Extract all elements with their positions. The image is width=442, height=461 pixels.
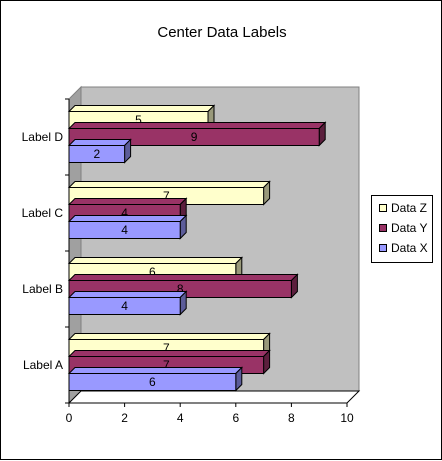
bar-data-x-label-b <box>68 297 181 315</box>
bar-top-data-x-label-b <box>67 291 188 298</box>
data-label-data-x-label-d: 2 <box>93 147 100 161</box>
x-tick-label: 4 <box>177 411 184 425</box>
bar-top-data-x-label-d <box>67 139 132 146</box>
data-label-data-y-label-d: 9 <box>191 130 198 144</box>
data-label-data-y-label-b: 8 <box>177 282 184 296</box>
data-label-data-x-label-c: 4 <box>121 223 128 237</box>
x-tick-label: 0 <box>66 411 73 425</box>
data-label-data-z-label-c: 7 <box>163 189 170 203</box>
bar-data-x-label-a <box>68 373 237 391</box>
bar-top-data-z-label-c <box>67 181 271 188</box>
data-label-data-y-label-a: 7 <box>163 358 170 372</box>
bar-data-x-label-c <box>68 221 181 239</box>
chart-title: Center Data Labels <box>157 24 286 41</box>
legend-swatch-data-y <box>379 224 387 232</box>
y-tick-label-label-d: Label D <box>22 130 64 144</box>
x-tick-label: 10 <box>340 411 354 425</box>
y-tick-label-label-b: Label B <box>22 282 63 296</box>
legend-item-data-y: Data Y <box>377 220 433 236</box>
data-label-data-z-label-d: 5 <box>135 113 142 127</box>
legend-label-data-z: Data Z <box>391 201 428 215</box>
bar-top-data-z-label-a <box>67 333 271 340</box>
data-label-data-z-label-a: 7 <box>163 341 170 355</box>
legend: Data Z Data Y Data X <box>371 195 433 263</box>
bar-data-y-label-d <box>68 128 320 146</box>
bar-top-data-y-label-a <box>67 350 271 357</box>
data-label-data-y-label-c: 4 <box>121 206 128 220</box>
legend-swatch-data-z <box>379 204 387 212</box>
legend-label-data-x: Data X <box>391 241 428 255</box>
bar-top-data-z-label-b <box>67 257 244 264</box>
x-tick-label: 2 <box>121 411 128 425</box>
floor <box>67 390 361 404</box>
bar-data-x-label-d <box>68 145 126 163</box>
data-label-data-x-label-a: 6 <box>149 375 156 389</box>
y-tick-label-label-c: Label C <box>22 206 64 220</box>
data-label-data-x-label-b: 4 <box>121 299 128 313</box>
bar-top-data-x-label-a <box>67 367 244 374</box>
data-label-data-z-label-b: 6 <box>149 265 156 279</box>
bar-top-data-y-label-c <box>67 198 188 205</box>
bar-top-data-z-label-d <box>67 105 216 112</box>
legend-item-data-z: Data Z <box>377 200 433 216</box>
x-tick-label: 6 <box>232 411 239 425</box>
bar-top-data-x-label-c <box>67 215 188 222</box>
bar-top-data-y-label-b <box>67 274 299 281</box>
y-tick-label-label-a: Label A <box>23 358 63 372</box>
x-tick-label: 8 <box>288 411 295 425</box>
legend-item-data-x: Data X <box>377 240 433 256</box>
bar-top-data-y-label-d <box>67 122 327 129</box>
legend-label-data-y: Data Y <box>391 221 428 235</box>
legend-swatch-data-x <box>379 244 387 252</box>
